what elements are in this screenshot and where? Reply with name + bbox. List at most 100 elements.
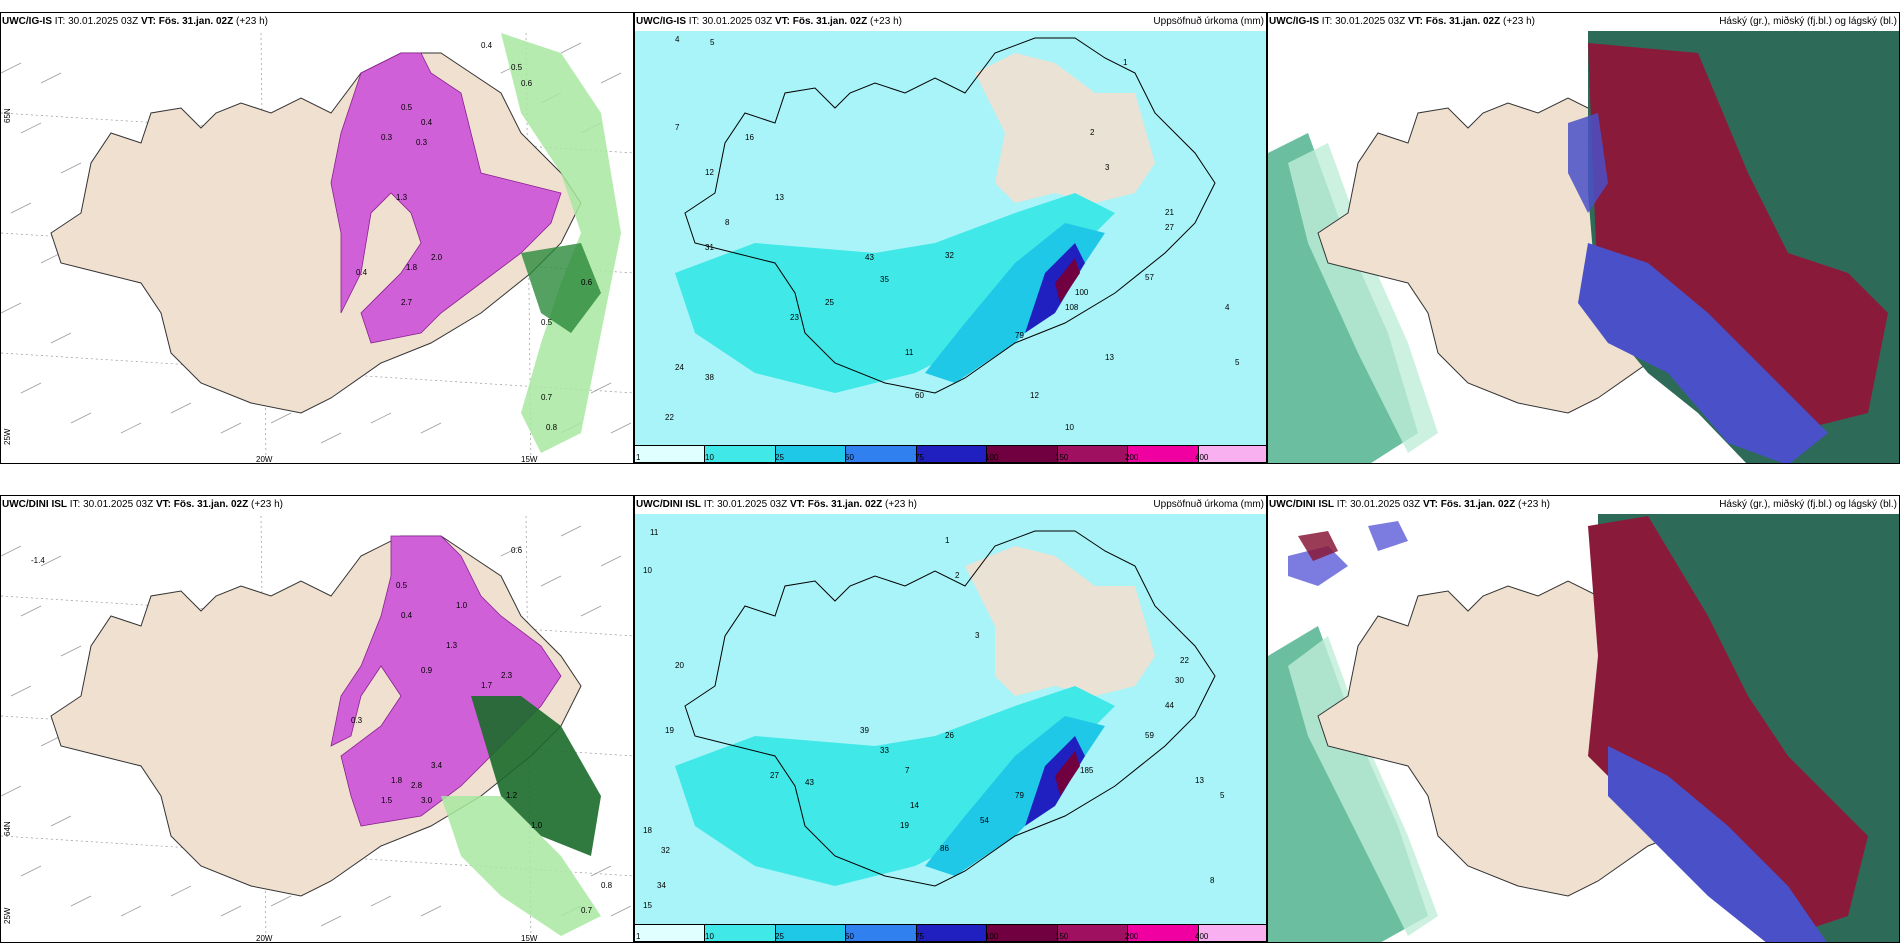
green-area [501,33,621,453]
precip-value: 16 [745,133,754,142]
snow-value: 0.4 [421,118,433,127]
snow-value: 0.8 [546,423,558,432]
precip-value: 27 [1165,223,1174,232]
precip-value: 7 [675,123,680,132]
precip-value: 14 [910,801,919,810]
precip-value: 13 [775,193,784,202]
precip-value: 34 [657,881,666,890]
legend-tick: 400 [1195,932,1209,941]
legend-tick: 10 [705,453,714,462]
snow-value: 0.7 [581,906,593,915]
precip-value: 10 [643,566,652,575]
precip-value: 10 [1065,423,1074,432]
dark-green-area [471,696,601,856]
precip-value: 4 [1225,303,1230,312]
legend-swatch [635,446,706,462]
precip-value: 2 [955,571,960,580]
snow-value: 3.0 [421,796,433,805]
panel-title: UWC/DINI ISL IT: 30.01.2025 03Z VT: Fös.… [636,499,917,510]
precip-value: 12 [705,168,714,177]
precip-iceland-outline [684,37,1216,394]
precip-value: 27 [770,771,779,780]
legend-swatch [1057,446,1129,462]
precip-value: 79 [1015,791,1024,800]
legend-swatch [1198,925,1266,941]
precip-value: 31 [705,243,714,252]
precip-value: 57 [1145,273,1154,282]
snow-value: 1.0 [531,821,543,830]
panel-variable-title: Uppsöfnuð úrkoma (mm) [1153,499,1264,510]
legend-ticks: 1 10 25 50 75 100 150 200 400 [635,453,1266,463]
precip-value: 39 [860,726,869,735]
snow-value: 3.4 [431,761,443,770]
snow-value: 0.5 [401,103,413,112]
panel-variable-title: Uppsöfnuð úrkoma (mm) [1153,16,1264,27]
legend-tick: 1 [636,932,641,941]
legend-swatch [1198,446,1266,462]
legend-tick: 10 [705,932,714,941]
precip-land-dry [975,53,1155,203]
precip-iceland-outline [684,530,1216,887]
snow-value: 1.5 [381,796,393,805]
precip-value: 2 [1090,128,1095,137]
cloud-map-top [1268,31,1899,463]
legend-swatch [775,446,847,462]
precip-value: 20 [675,661,684,670]
precip-value: 86 [940,844,949,853]
panel-title: UWC/IG-IS IT: 30.01.2025 03Z VT: Fös. 31… [636,16,902,27]
legend-swatch [846,925,917,941]
snow-value: 0.5 [396,581,408,590]
snow-value: 2.7 [401,298,413,307]
precip-value: 18 [643,826,652,835]
precip-map-bottom [635,514,1266,924]
precip-value: 19 [900,821,909,830]
precip-value: 15 [643,901,652,910]
snow-value: 0.8 [601,881,613,890]
lat-label-25w: 25W [3,428,12,445]
precip-value: 44 [1165,701,1174,710]
precip-band-cyan [675,193,1115,393]
legend-tick: 75 [915,932,924,941]
dark-green-area [521,243,601,333]
precip-value: 12 [1030,391,1039,400]
precip-value: 11 [650,528,659,537]
map-panel-precip-bottom: UWC/DINI ISL IT: 30.01.2025 03Z VT: Fös.… [634,495,1267,943]
precip-value: 11 [905,348,914,357]
mid-cloud-core [1588,43,1888,433]
lon-label-15w: 15W [521,455,538,464]
snow-value: 1.8 [406,263,418,272]
snow-value: 2.3 [501,671,513,680]
precip-value: 13 [1105,353,1114,362]
snow-value: 2.8 [411,781,423,790]
precip-legend [635,924,1266,942]
legend-swatch [916,446,988,462]
snow-value: 0.5 [541,318,553,327]
precip-value: 79 [1015,331,1024,340]
panel-variable-title: Háský (gr.), miðský (fj.bl.) og lágský (… [1719,16,1897,27]
legend-ticks: 1 10 25 50 75 100 150 200 400 [635,932,1266,942]
legend-swatch [987,925,1058,941]
lat-label-64n: 64N [3,821,12,836]
map-panel-precip-top: UWC/IG-IS IT: 30.01.2025 03Z VT: Fös. 31… [634,12,1267,464]
legend-swatch [635,925,706,941]
snow-map-top [1,32,633,463]
snow-value: 0.7 [541,393,553,402]
legend-swatch [705,925,776,941]
precip-value: 22 [665,413,674,422]
precip-value: 35 [880,275,889,284]
legend-tick: 1 [636,453,641,462]
precip-value: 38 [705,373,714,382]
snow-map-bottom [1,515,633,942]
map-panel-clouds-bottom: UWC/DINI ISL IT: 30.01.2025 03Z VT: Fös.… [1267,495,1900,943]
precip-value: 24 [675,363,684,372]
precip-value: 54 [980,816,989,825]
precip-value: 21 [1165,208,1174,217]
precip-core-max [1055,751,1080,796]
snow-value: 2.0 [431,253,443,262]
precip-value: 13 [1195,776,1204,785]
snow-value: 0.5 [511,63,523,72]
lon-label-20w: 20W [256,455,273,464]
mid-cloud-patches [1298,531,1338,561]
lon-label-20w: 20W [256,934,273,943]
legend-tick: 200 [1125,932,1139,941]
